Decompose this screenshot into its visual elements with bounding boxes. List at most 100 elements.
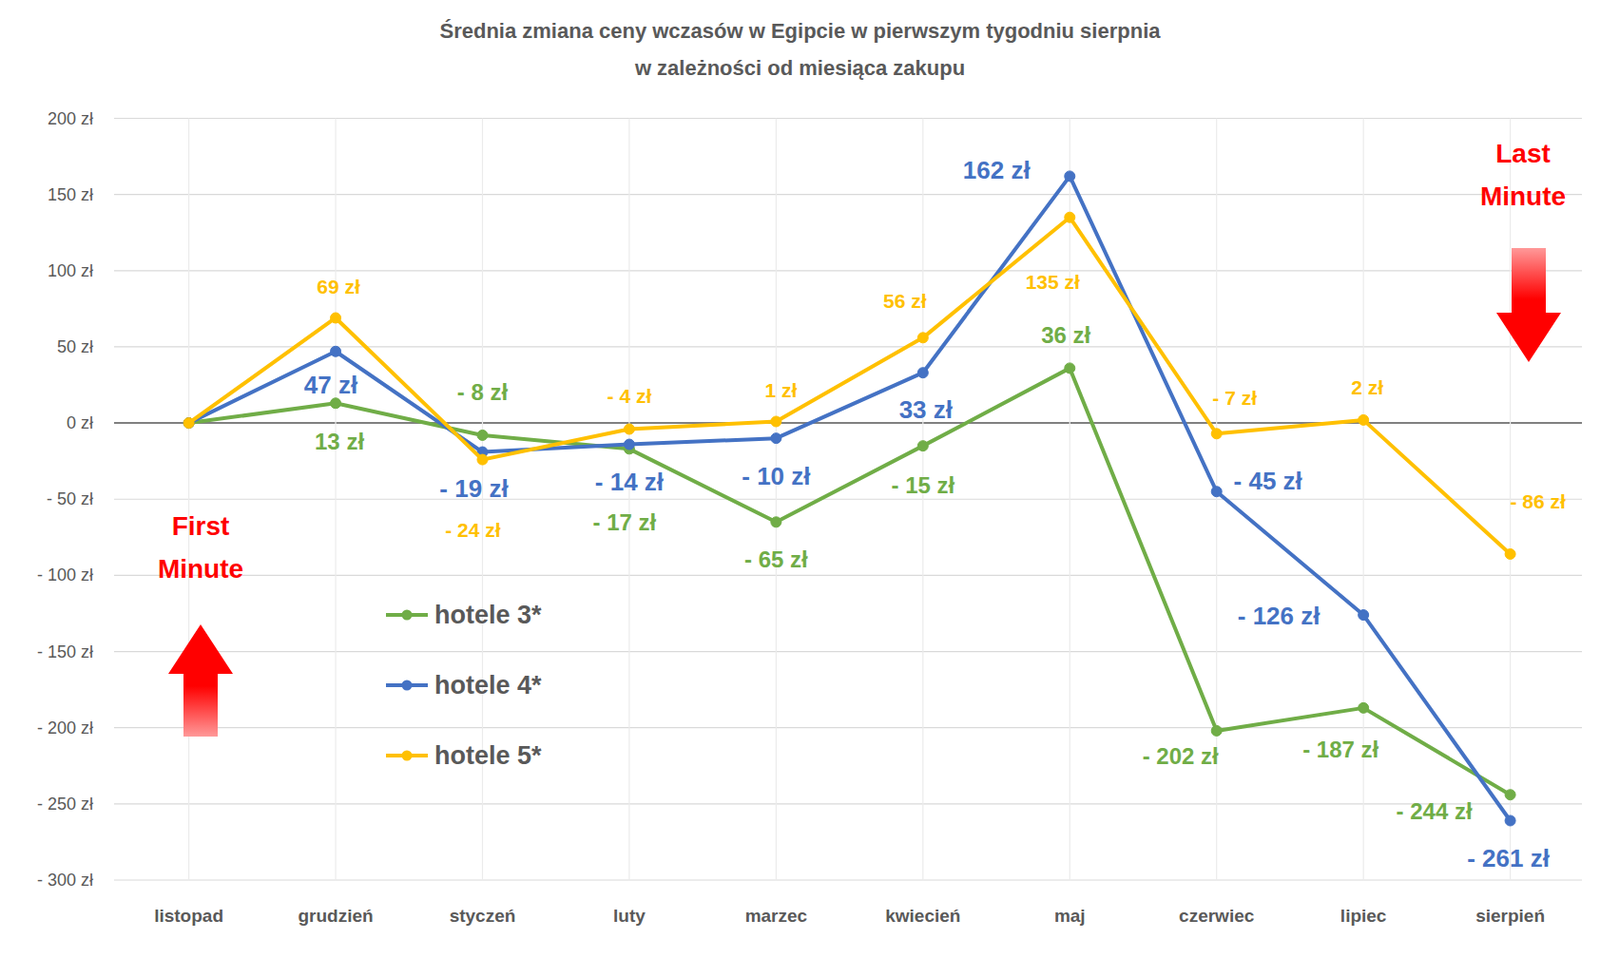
series-marker [917,332,928,344]
legend-label: hotele 3* [434,600,542,630]
y-tick-label: 0 zł [66,413,94,433]
data-label: 13 zł [314,428,365,455]
series-marker [1504,548,1516,560]
grid-line [114,269,1582,271]
legend-marker [402,680,413,692]
series-marker [1211,428,1222,440]
series-line [189,175,1511,821]
grid-line [114,879,1582,881]
series-marker [1504,790,1516,801]
grid-line [114,727,1582,729]
category-grid-line [1069,118,1071,882]
data-label: 135 zł [1025,270,1080,293]
data-label: - 24 zł [444,519,502,541]
series-marker [771,517,782,528]
grid-line [114,651,1582,653]
data-label: 1 zł [764,379,797,402]
data-label: - 17 zł [593,509,657,536]
category-grid-line [1363,118,1365,882]
series-marker [183,418,194,429]
data-label: 162 zł [963,155,1032,185]
y-tick-label: 100 zł [47,261,94,281]
series-marker [1064,212,1076,223]
grid-line [114,575,1582,577]
annotation-arrow [168,624,233,737]
data-label: - 8 zł [457,379,509,405]
y-tick-label: - 50 zł [46,489,94,509]
data-label: - 65 zł [744,546,809,573]
grid-line [114,193,1582,195]
series-marker [1358,702,1369,714]
title: Średnia zmiana ceny wczasów w Egipcie w … [439,19,1161,43]
y-tick-label: - 150 zł [37,642,94,662]
legend-marker [402,751,413,762]
series-marker [1211,725,1222,736]
data-label: - 4 zł [607,385,653,407]
series-marker [623,439,635,450]
data-label: - 19 zł [439,474,509,503]
series-marker [330,346,342,357]
series-marker [330,312,342,324]
x-tick-label: czerwiec [1178,906,1255,926]
x-tick-label: lipiec [1340,906,1388,926]
annotation: LastMinute [1480,138,1566,212]
y-tick-label: - 100 zł [37,565,94,585]
category-grid-line [334,118,336,882]
data-label: - 261 zł [1466,844,1550,873]
series-line [189,217,1511,555]
y-tick-label: - 200 zł [37,718,94,738]
series-line [189,367,1511,795]
x-tick-label: maj [1054,906,1086,926]
series-marker [1504,815,1516,827]
annotation-arrow [1496,248,1562,363]
annotation: FirstMinute [157,511,244,584]
data-label: 2 zł [1350,376,1384,399]
x-tick-label: luty [613,906,646,926]
data-label: - 10 zł [741,462,811,491]
data-label: - 202 zł [1142,743,1219,770]
y-tick-label: 150 zł [47,185,94,205]
category-grid-line [628,118,630,882]
grid-line [114,803,1582,805]
data-label: - 7 zł [1212,386,1257,409]
legend-marker [402,610,413,621]
series-marker [1358,610,1369,621]
grid-line [114,117,1582,119]
x-tick-label: kwiecień [885,906,961,926]
y-tick-label: - 300 zł [37,870,94,890]
series-marker [1064,363,1076,374]
data-label: 47 zł [304,370,359,400]
data-label: 33 zł [899,395,954,425]
category-grid-line [775,118,777,882]
data-label: - 15 zł [890,472,955,499]
plot-area [183,171,1516,827]
data-label: 36 zł [1040,322,1091,348]
data-label: 69 zł [316,275,361,298]
subtitle: w zależności od miesiąca zakupu [634,56,965,80]
legend-label: hotele 5* [434,741,542,771]
y-tick-label: - 250 zł [37,794,94,814]
x-tick-label: sierpień [1475,906,1545,926]
x-tick-label: marzec [745,906,809,926]
series-marker [477,429,488,441]
series-marker [1358,414,1369,425]
category-grid-line [922,118,924,882]
series-marker [917,441,928,452]
grid [114,118,1582,882]
series-marker [1211,486,1222,498]
series-marker [183,418,194,429]
series-marker [183,418,194,429]
data-label: - 187 zł [1302,736,1379,763]
x-tick-label: listopad [154,906,224,926]
data-label: - 86 zł [1509,490,1566,513]
data-label: 56 zł [883,289,927,312]
series-marker [917,367,928,379]
category-grid-line [188,118,190,882]
legend-label: hotele 4* [434,671,542,700]
legend: hotele 3* hotele 4* hotele 5* [385,600,542,771]
series-marker [623,424,635,435]
x-tick-label: grudzień [297,906,373,926]
data-label: - 45 zł [1233,466,1304,496]
data-label: - 14 zł [595,467,665,497]
y-tick-label: 50 zł [57,337,94,357]
